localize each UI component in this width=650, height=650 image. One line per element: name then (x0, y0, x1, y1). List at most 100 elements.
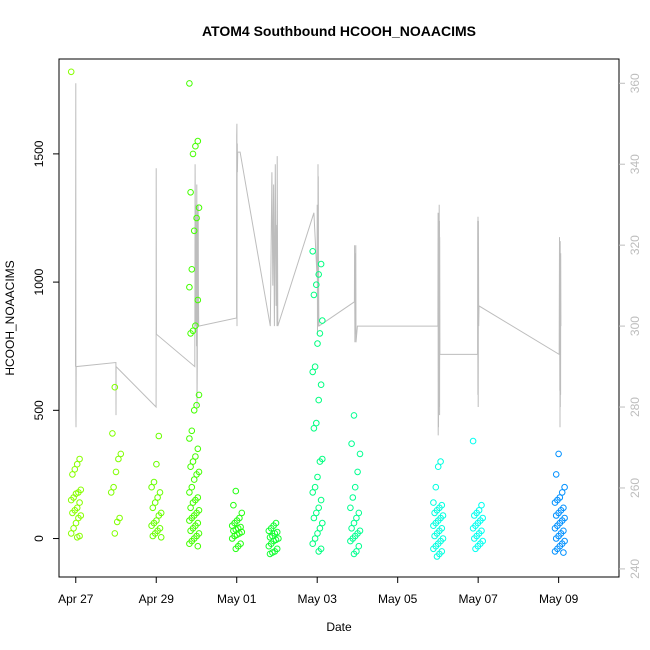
data-point (311, 483, 319, 491)
data-point (190, 476, 198, 483)
data-point (317, 260, 325, 268)
data-point (186, 435, 193, 442)
point-cluster (309, 248, 326, 555)
data-point (186, 283, 193, 291)
data-point (67, 530, 75, 537)
data-point-layer (67, 68, 568, 560)
chart-title: ATOM4 Southbound HCOOH_NOAACIMS (202, 23, 476, 39)
y-tick-label: 500 (32, 400, 46, 420)
data-point (192, 453, 199, 460)
data-point (317, 381, 325, 389)
y-tick-label: 1500 (32, 140, 46, 167)
data-point (313, 419, 320, 427)
data-point (309, 489, 317, 496)
data-point (430, 545, 437, 553)
data-point (71, 466, 79, 473)
data-point (266, 550, 274, 558)
data-point (187, 463, 194, 471)
data-point (230, 501, 237, 509)
data-point (148, 483, 155, 491)
data-point (311, 535, 319, 542)
data-point (469, 437, 477, 445)
data-point (552, 535, 560, 542)
point-cluster (148, 432, 165, 541)
data-point (69, 509, 76, 517)
data-point (70, 525, 77, 532)
y2-axis: 240 260 280 300 320 340 360 (619, 73, 642, 579)
data-point (188, 483, 196, 491)
data-point (192, 142, 199, 150)
data-point (69, 471, 76, 478)
point-cluster (107, 383, 125, 537)
data-point (315, 396, 323, 404)
data-point (111, 383, 119, 391)
data-point (310, 425, 318, 432)
data-point (149, 504, 157, 512)
data-point (192, 322, 199, 330)
data-point (157, 534, 165, 541)
data-point (552, 471, 560, 478)
data-point (551, 499, 559, 506)
data-point (238, 509, 246, 517)
y-tick-label: 1000 (32, 268, 46, 295)
data-point (155, 512, 163, 519)
x-tick-label: Apr 29 (139, 592, 175, 606)
y2-tick-label: 340 (628, 154, 642, 174)
data-point (75, 514, 82, 522)
data-point (319, 519, 326, 527)
data-point (67, 68, 75, 76)
data-point (76, 499, 83, 506)
data-point (232, 545, 240, 553)
data-point (310, 514, 318, 522)
data-point (153, 460, 160, 468)
y2-tick-label: 280 (628, 397, 642, 417)
data-point (109, 430, 116, 437)
data-point (193, 401, 200, 409)
data-point (148, 522, 155, 530)
y-tick-label: 0 (32, 535, 46, 542)
data-point (228, 535, 236, 542)
data-point (315, 271, 323, 278)
data-point (354, 468, 361, 476)
data-point (355, 542, 363, 550)
point-cluster (551, 450, 568, 556)
y2-tick-label: 240 (628, 559, 642, 579)
data-point (432, 483, 440, 491)
data-point (434, 463, 442, 471)
data-point (195, 391, 203, 399)
x-tick-label: May 09 (539, 592, 579, 606)
data-point (555, 450, 562, 458)
y2-tick-label: 320 (628, 235, 642, 255)
data-point (188, 427, 196, 435)
data-point (314, 340, 321, 347)
data-point (356, 450, 364, 458)
y-axis-label: HCOOH_NOAACIMS (3, 260, 17, 375)
data-point (186, 489, 193, 496)
data-point (73, 460, 81, 468)
data-point (313, 281, 320, 289)
data-point (189, 458, 197, 465)
data-point (351, 483, 359, 491)
data-point (353, 514, 360, 522)
data-point (355, 509, 363, 517)
data-point (186, 517, 193, 524)
data-point (347, 537, 354, 545)
data-point (560, 549, 567, 556)
data-point (551, 548, 559, 555)
x-tick-label: May 05 (378, 592, 418, 606)
data-point (187, 527, 194, 535)
data-point (232, 487, 240, 495)
data-point (111, 530, 119, 537)
data-point (195, 204, 203, 211)
point-cluster (67, 68, 85, 541)
point-cluster (186, 80, 203, 550)
data-point (72, 519, 80, 527)
data-point (472, 545, 479, 553)
data-point (107, 489, 115, 496)
data-point (348, 525, 355, 532)
data-point (187, 189, 194, 196)
x-tick-label: Apr 27 (58, 592, 94, 606)
data-point (193, 471, 200, 478)
data-point (194, 542, 202, 550)
data-point (110, 483, 117, 491)
